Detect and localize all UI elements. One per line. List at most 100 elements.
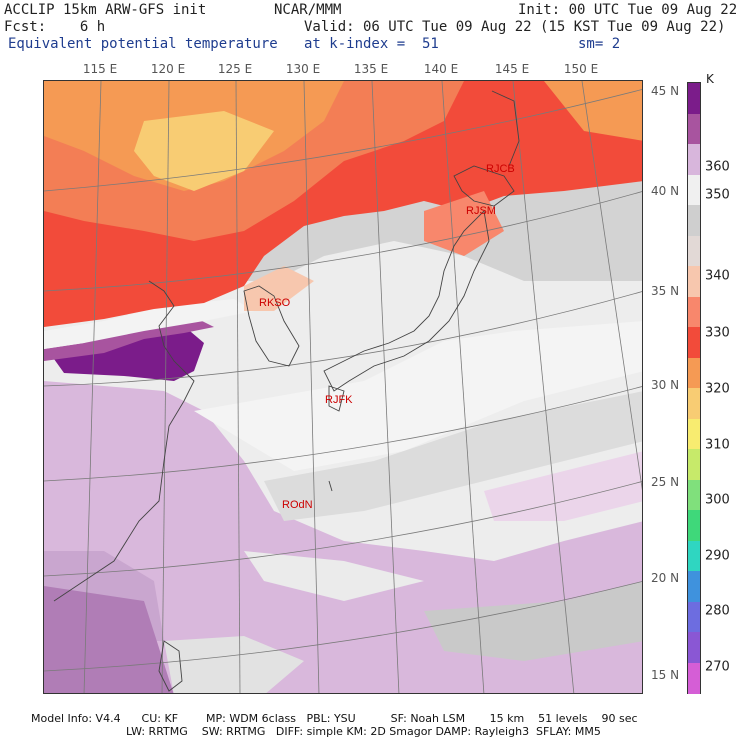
- coastlines: [53, 90, 520, 692]
- colorbar-swatch: [688, 296, 700, 328]
- theta-yellow-pocket: [134, 111, 274, 191]
- lon-line-150e: [581, 81, 642, 491]
- korea-peninsula: [243, 285, 300, 367]
- sakhalin-coast: [491, 90, 520, 167]
- map-canvas: [44, 81, 642, 693]
- colorbar-label-350: 350: [705, 187, 730, 203]
- lat-label-15n: 15 N: [651, 668, 680, 682]
- lat-label-45n: 45 N: [651, 84, 680, 98]
- lat-line-30n: [44, 291, 642, 387]
- colorbar-swatch: [688, 113, 700, 145]
- lon-label-145e: 145 E: [494, 62, 530, 76]
- station-rjfk: RJFK: [325, 394, 353, 406]
- colorbar-swatch: [688, 235, 700, 267]
- footer-physics-info: LW: RRTMG SW: RRTMG DIFF: simple KM: 2D …: [126, 725, 601, 738]
- colorbar-swatch: [688, 632, 700, 663]
- theta-max-band: [54, 326, 204, 381]
- lat-line-40n: [44, 89, 642, 192]
- station-rodn: ROdN: [282, 499, 313, 511]
- theta-lavender-east: [484, 451, 642, 521]
- lat-label-40n: 40 N: [651, 184, 680, 198]
- forecast-hour: Fcst: 6 h: [4, 19, 106, 35]
- field-name: Equivalent potential temperature: [8, 36, 278, 52]
- colorbar-swatch: [688, 601, 700, 633]
- station-rjcb: RJCB: [486, 163, 515, 175]
- colorbar-swatch: [688, 205, 700, 236]
- lon-label-130e: 130 E: [285, 62, 321, 76]
- theta-purple-sw: [44, 586, 174, 693]
- lon-line-120e: [161, 81, 170, 693]
- colorbar-unit: K: [706, 72, 714, 86]
- lon-line-135e: [371, 81, 400, 693]
- init-time: Init: 00 UTC Tue 09 Aug 22: [518, 2, 738, 18]
- colorbar-label-280: 280: [705, 603, 730, 619]
- theta-peach-korea: [244, 266, 314, 311]
- theta-white-band: [194, 321, 642, 471]
- colorbar-label-330: 330: [705, 325, 730, 341]
- kyushu-island: [328, 385, 345, 412]
- lon-line-140e: [441, 81, 485, 693]
- colorbar-label-310: 310: [705, 437, 730, 453]
- colorbar-label-360: 360: [705, 159, 730, 175]
- theta-gray-streak-4: [164, 636, 304, 693]
- colorbar-swatch: [688, 174, 700, 206]
- theta-gray-streak-2: [244, 551, 424, 601]
- theta-e-map: RJCB RJSM RKSO RJFK ROdN: [43, 80, 643, 694]
- colorbar-swatch: [688, 449, 700, 480]
- level-index: at k-index = 51: [304, 36, 439, 52]
- lat-label-30n: 30 N: [651, 378, 680, 392]
- lat-label-25n: 25 N: [651, 475, 680, 489]
- colorbar-label-320: 320: [705, 381, 730, 397]
- lon-label-135e: 135 E: [353, 62, 389, 76]
- theta-gray-streak-3: [424, 581, 642, 661]
- valid-time: Valid: 06 UTC Tue 09 Aug 22 (15 KST Tue …: [304, 19, 726, 35]
- lon-label-125e: 125 E: [217, 62, 253, 76]
- colorbar-swatch: [688, 479, 700, 511]
- lat-line-25n: [44, 386, 642, 482]
- lon-label-150e: 150 E: [563, 62, 599, 76]
- lon-line-145e: [512, 81, 575, 693]
- theta-transition-strip: [44, 299, 254, 349]
- run-title: ACCLIP 15km ARW-GFS init: [4, 2, 207, 18]
- china-coast: [53, 280, 195, 602]
- colorbar-swatch: [688, 662, 700, 694]
- colorbar-swatch: [688, 266, 700, 297]
- colorbar-swatch: [688, 571, 700, 602]
- lon-line-130e: [303, 81, 320, 693]
- lon-label-140e: 140 E: [423, 62, 459, 76]
- lon-line-125e: [235, 81, 241, 693]
- colorbar-swatch: [688, 144, 700, 175]
- institution: NCAR/MMM: [274, 2, 342, 18]
- japan-hokkaido: [453, 165, 515, 207]
- colorbar-swatch: [688, 357, 700, 389]
- colorbar-label-270: 270: [705, 659, 730, 675]
- japan-honshu: [323, 210, 490, 392]
- theta-gray-streak-1: [264, 391, 642, 521]
- colorbar-swatch: [688, 510, 700, 541]
- colorbar-label-290: 290: [705, 548, 730, 564]
- colorbar-swatch: [688, 418, 700, 450]
- lat-label-20n: 20 N: [651, 571, 680, 585]
- colorbar-swatch: [688, 388, 700, 419]
- lon-line-115e: [83, 81, 102, 693]
- colorbar: [687, 82, 701, 694]
- lat-line-20n: [44, 481, 642, 577]
- colorbar-swatch: [688, 540, 700, 572]
- theta-high-band: [44, 317, 214, 361]
- station-rkso: RKSO: [259, 297, 291, 309]
- lon-label-115e: 115 E: [82, 62, 118, 76]
- lon-label-120e: 120 E: [150, 62, 186, 76]
- graticule: [44, 81, 642, 693]
- smoothing: sm= 2: [578, 36, 621, 52]
- okinawa-island: [328, 480, 333, 492]
- colorbar-label-340: 340: [705, 268, 730, 284]
- lat-line-35n: [44, 191, 642, 292]
- lat-label-35n: 35 N: [651, 284, 680, 298]
- station-rjsm: RJSM: [466, 205, 496, 217]
- taiwan-island: [158, 640, 183, 692]
- colorbar-swatch: [688, 83, 700, 114]
- colorbar-swatch: [688, 327, 700, 358]
- lat-line-15n: [44, 581, 642, 672]
- colorbar-label-300: 300: [705, 492, 730, 508]
- footer-model-info: Model Info: V4.4 CU: KF MP: WDM 6class P…: [31, 712, 638, 725]
